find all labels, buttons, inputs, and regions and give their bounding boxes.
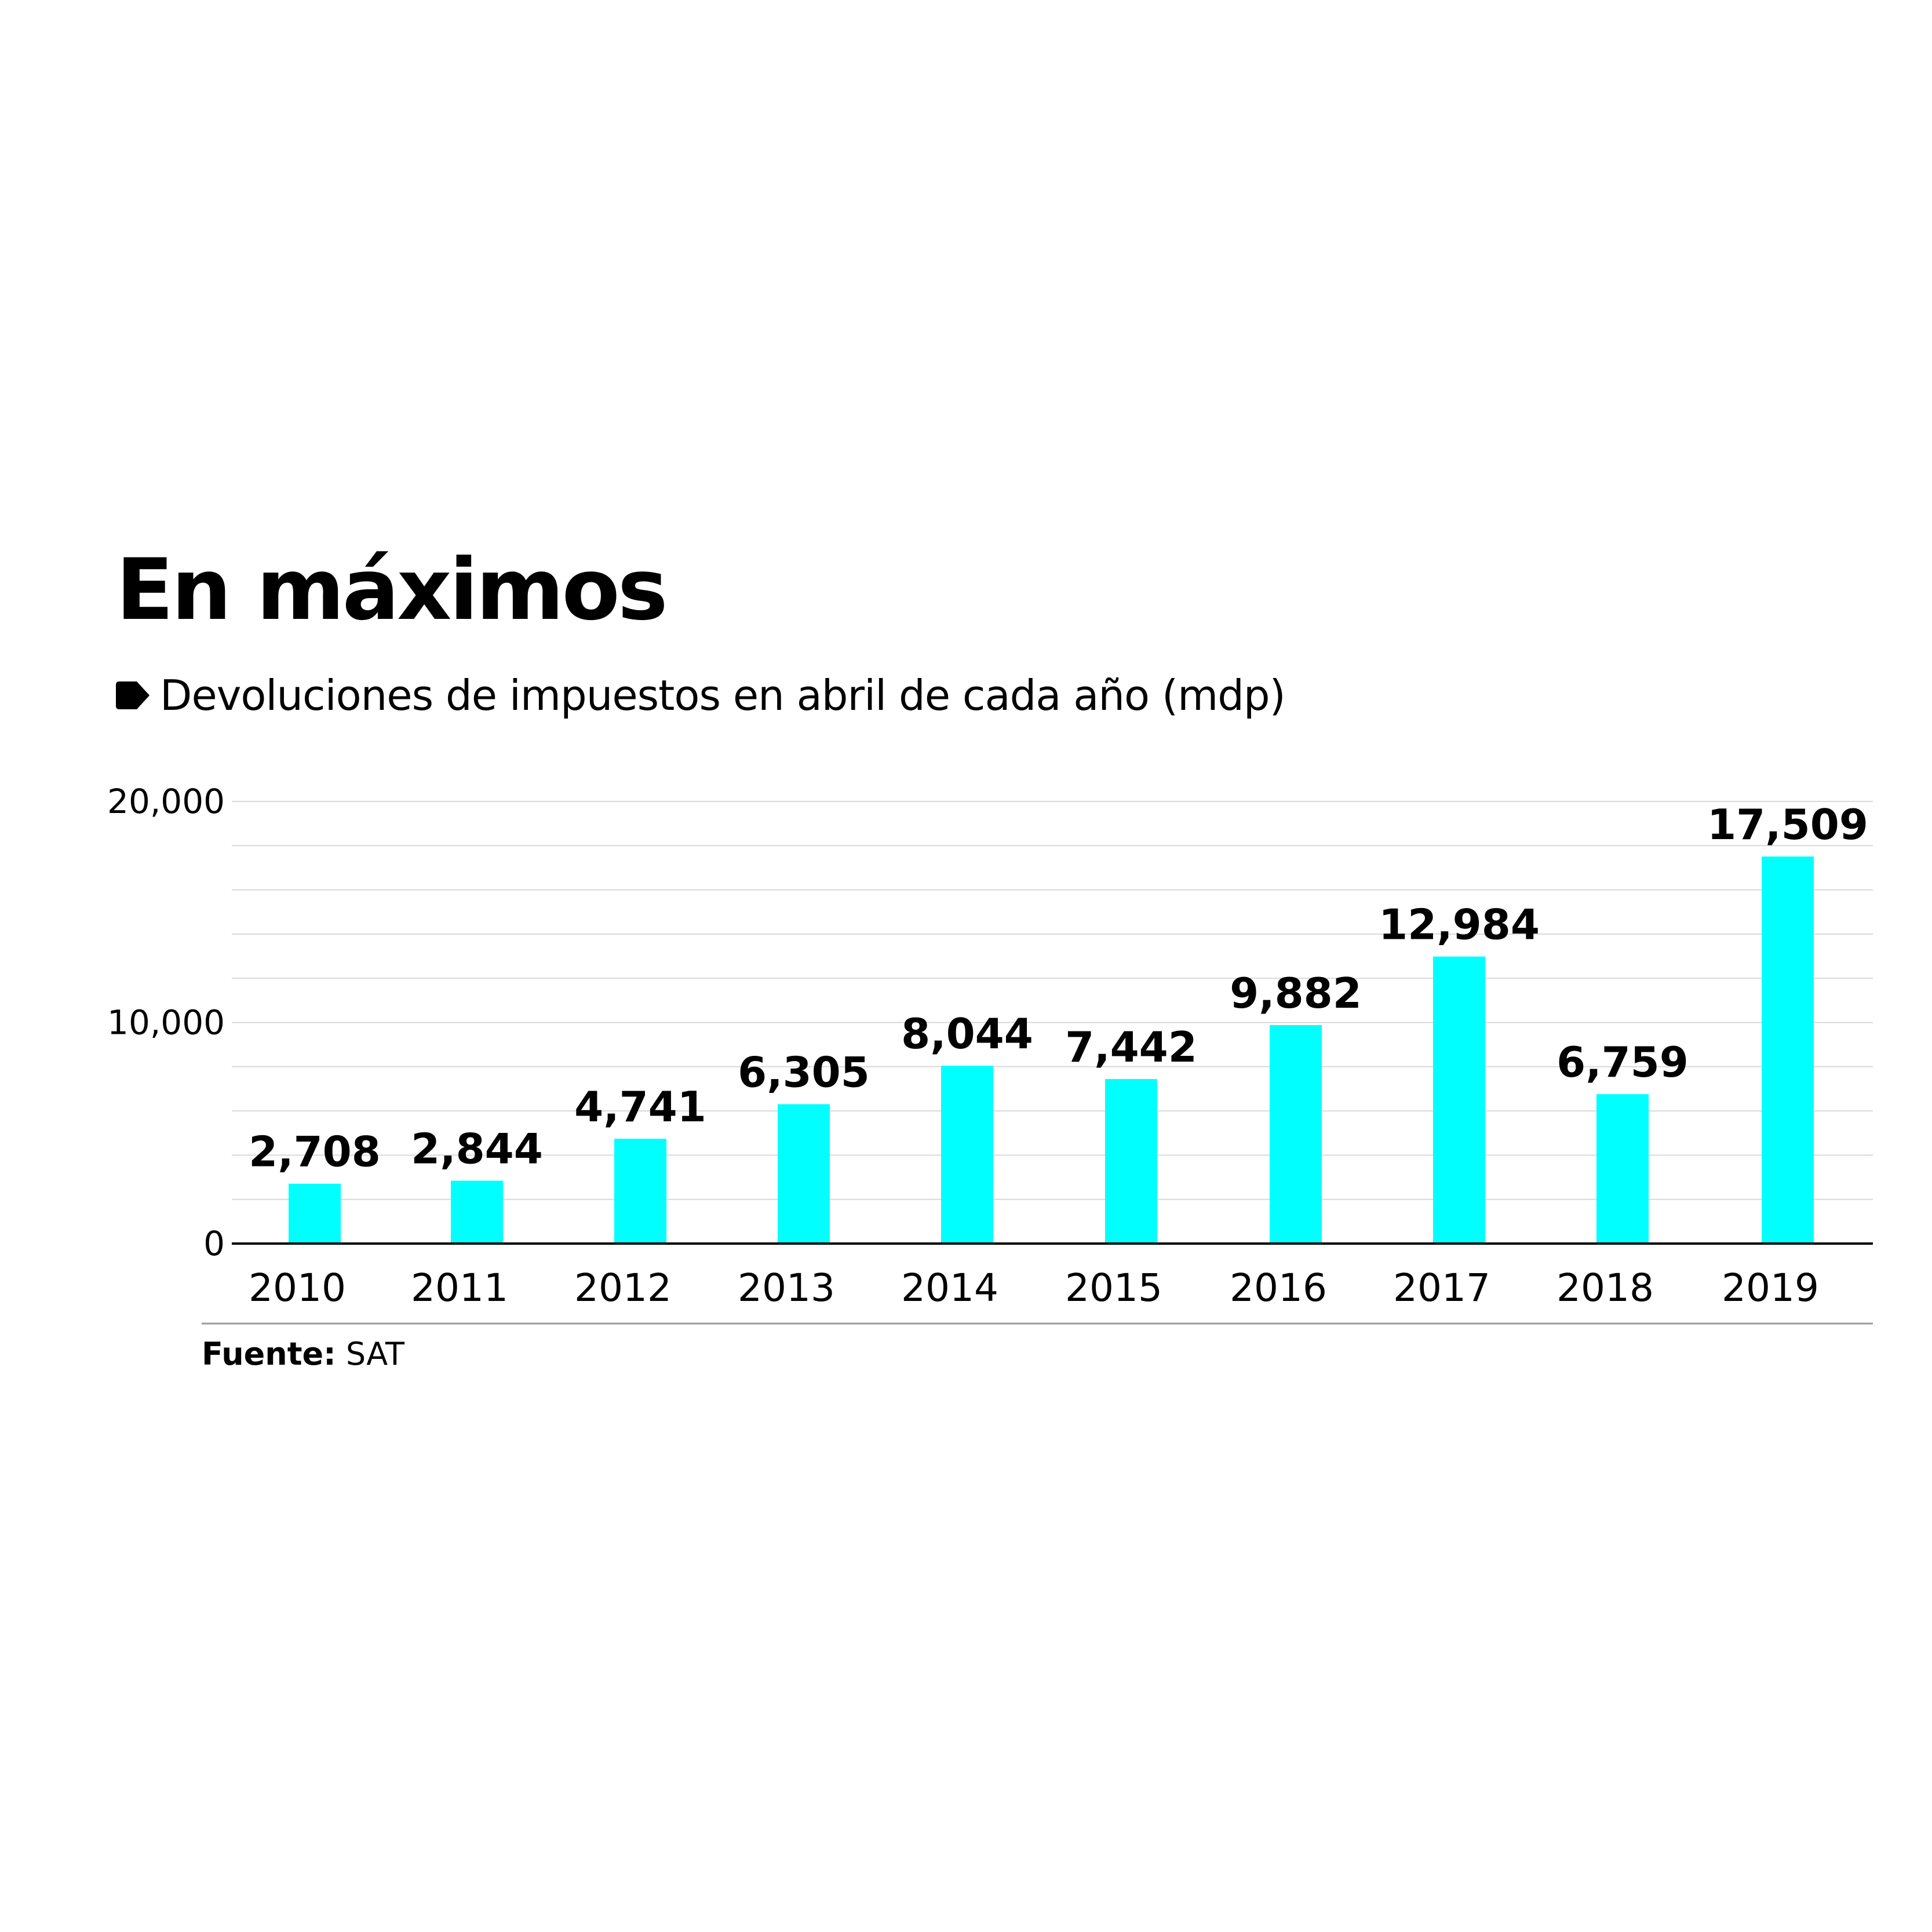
x-tick-label: 2014 [901, 1266, 998, 1310]
y-tick-label: 0 [203, 1224, 225, 1263]
y-tick-label: 20,000 [107, 782, 225, 821]
x-tick-label: 2015 [1065, 1266, 1162, 1310]
bar-2013 [778, 1104, 830, 1244]
bar-chart: 0 10,000 20,000 2,708 2010 2,844 2011 4,741 2012… [107, 782, 1873, 1325]
data-label-2013: 6,305 [738, 1048, 870, 1096]
bar-2014 [941, 1066, 993, 1244]
x-tick-label: 2013 [738, 1266, 835, 1310]
data-label-2011: 2,844 [411, 1125, 543, 1173]
data-label-2017: 12,984 [1379, 901, 1540, 949]
x-tick-label: 2012 [574, 1266, 672, 1310]
x-tick-label: 2017 [1393, 1266, 1490, 1310]
chart-subtitle: Devoluciones de impuestos en abril de ca… [160, 671, 1286, 720]
bar-2019 [1762, 856, 1814, 1244]
y-tick-label: 10,000 [107, 1003, 225, 1042]
data-label-2019: 17,509 [1707, 800, 1868, 849]
x-tick-label: 2010 [249, 1266, 346, 1310]
source-note: Fuente: SAT [202, 1336, 404, 1372]
x-tick-label: 2011 [411, 1266, 508, 1310]
data-label-2016: 9,882 [1230, 969, 1362, 1018]
data-label-2010: 2,708 [249, 1128, 381, 1176]
bar-2012 [614, 1139, 666, 1244]
data-label-2018: 6,759 [1556, 1038, 1689, 1087]
x-tick-label: 2016 [1230, 1266, 1327, 1310]
source-label: Fuente: [202, 1336, 336, 1372]
data-label-2015: 7,442 [1065, 1023, 1197, 1071]
bar-2011 [451, 1180, 503, 1244]
chart-title: En máximos [116, 541, 668, 639]
bar-2015 [1105, 1079, 1157, 1244]
x-tick-label: 2019 [1722, 1266, 1819, 1310]
bar-2017 [1433, 956, 1485, 1244]
bar-2018 [1596, 1094, 1649, 1244]
data-label-2012: 4,741 [574, 1082, 706, 1131]
data-label-2014: 8,044 [901, 1009, 1033, 1058]
source-value: SAT [345, 1336, 404, 1372]
tag-bullet-icon [116, 681, 150, 709]
bar-2010 [289, 1183, 341, 1244]
bar-2016 [1270, 1025, 1322, 1244]
subtitle-row: Devoluciones de impuestos en abril de ca… [116, 666, 1286, 724]
x-tick-label: 2018 [1556, 1266, 1654, 1310]
